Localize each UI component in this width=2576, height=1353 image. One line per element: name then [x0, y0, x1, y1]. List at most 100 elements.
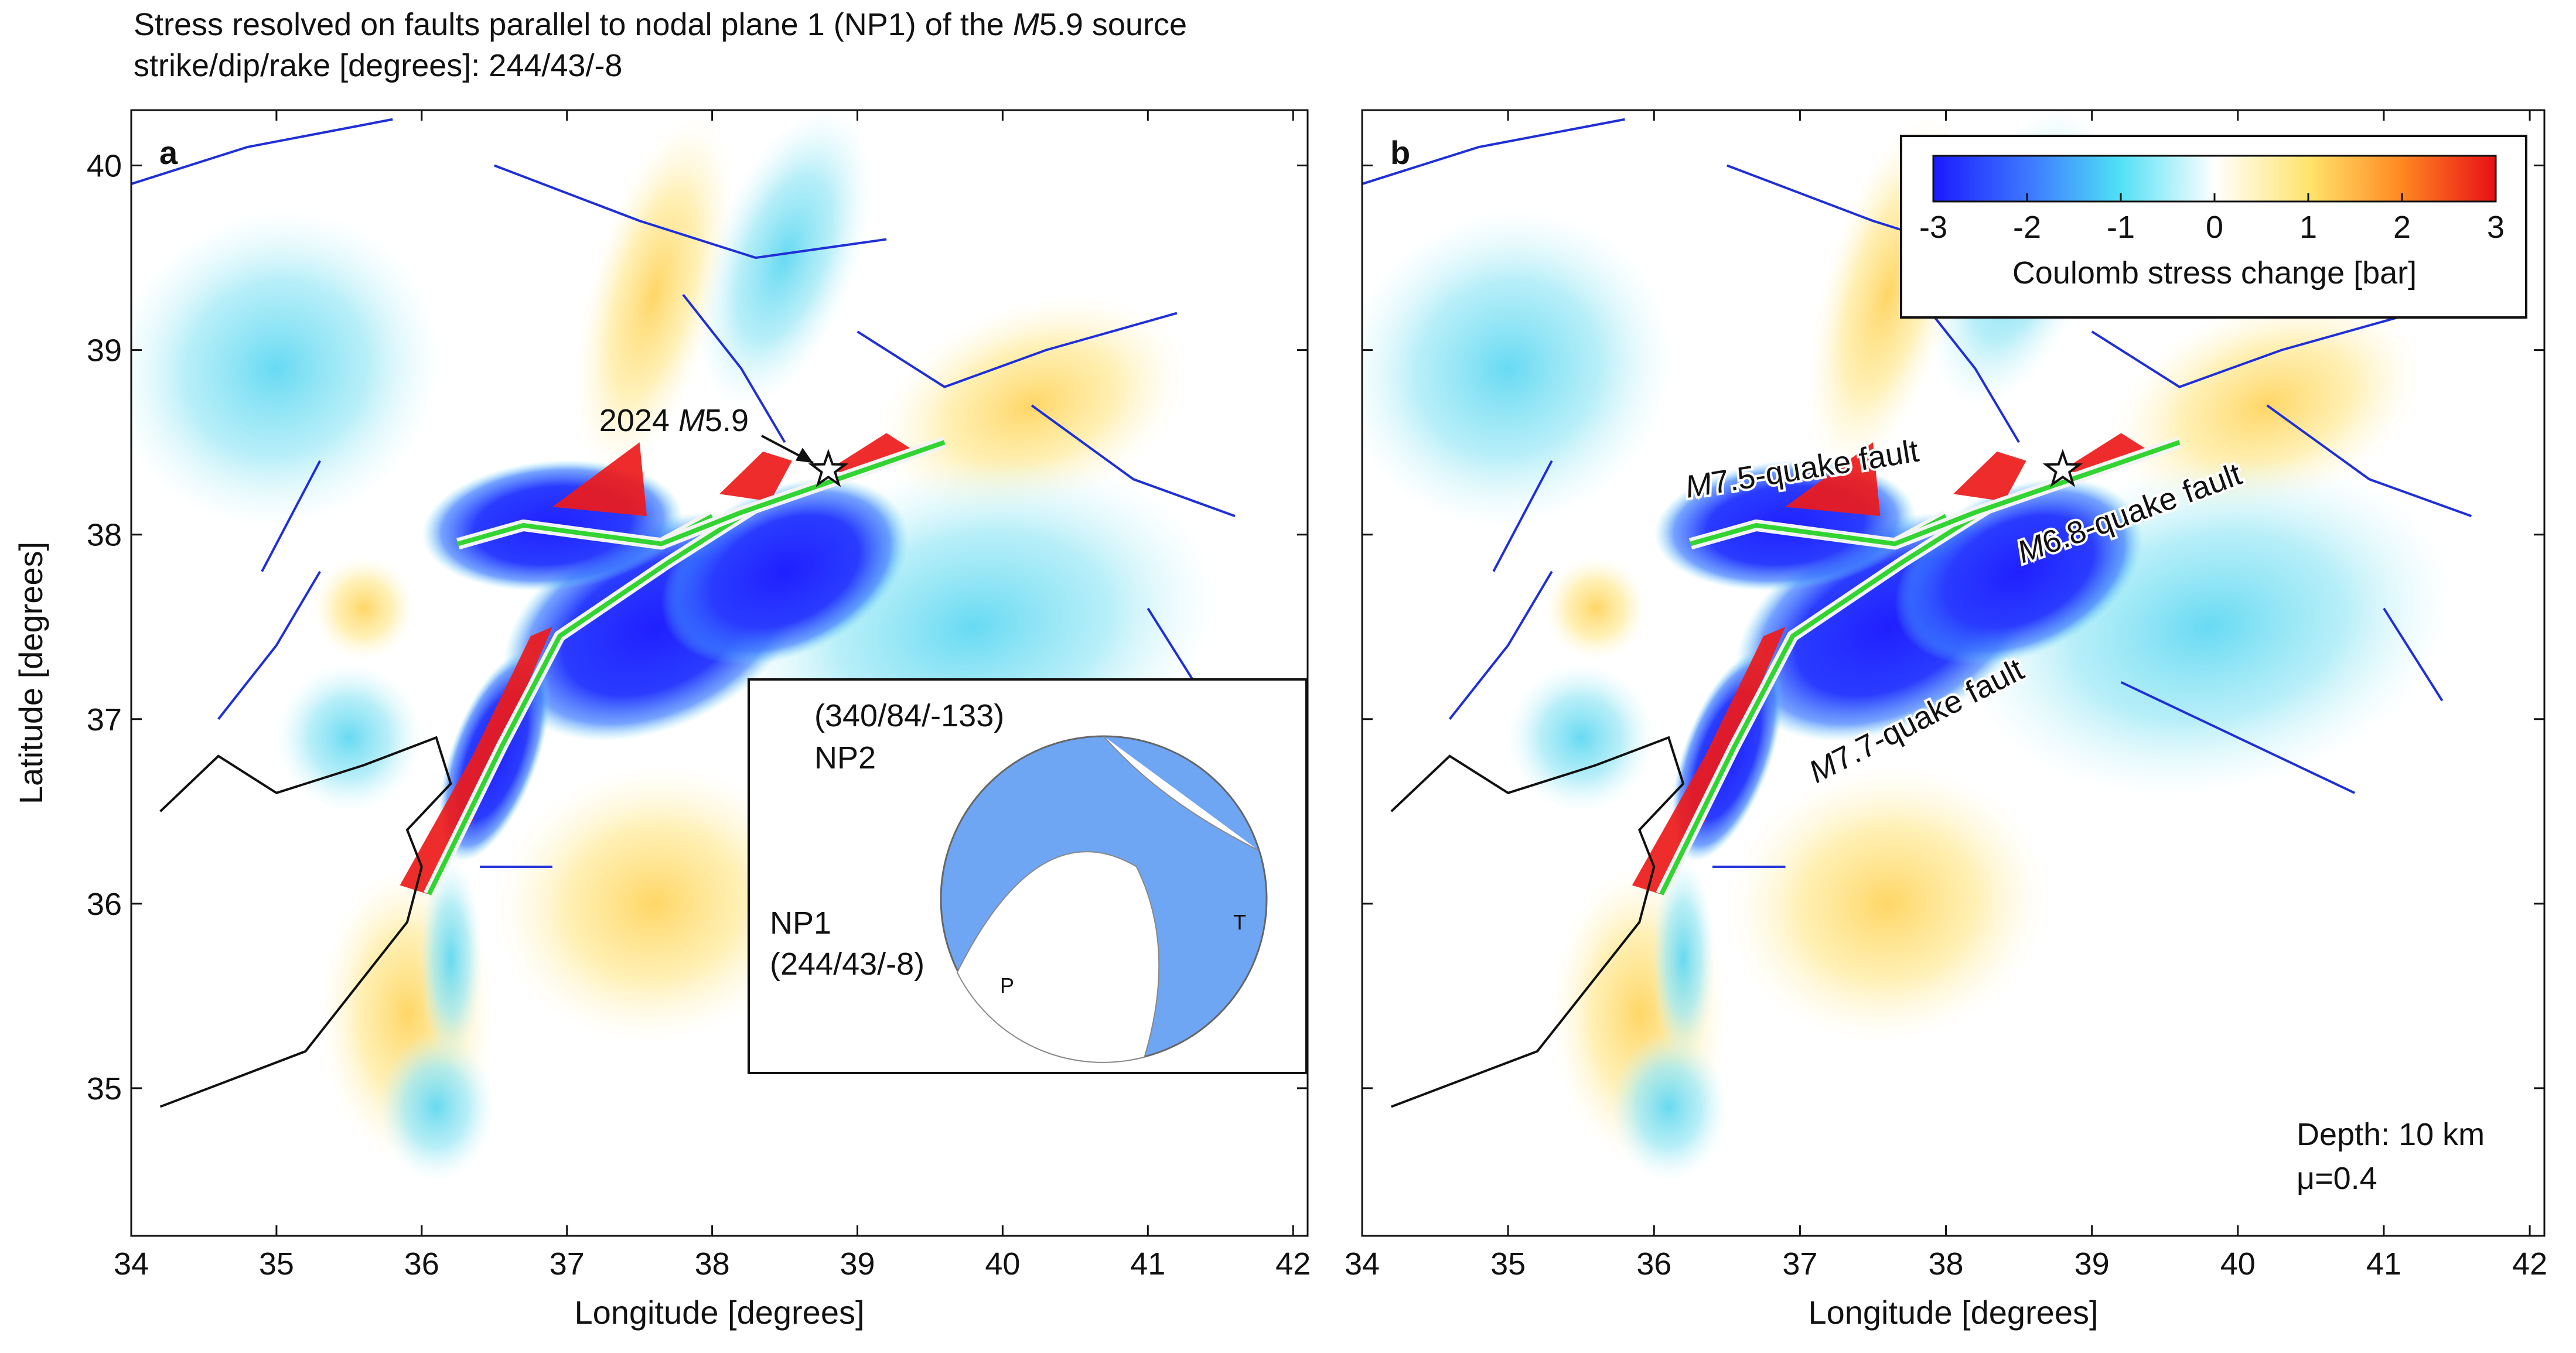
plot-frame: [130, 109, 1309, 1237]
y-tick-label: 40: [87, 149, 122, 184]
coastline: [1390, 736, 1685, 1108]
stress-lobe: [494, 764, 814, 1043]
mapped-fault: [217, 570, 321, 720]
stress-lobe: [1508, 664, 1654, 812]
colorbar-tick-label: -3: [1919, 210, 1947, 245]
mapped-fault: [261, 460, 322, 572]
x-axis-label: Longitude [degrees]: [1808, 1294, 2098, 1331]
mapped-fault: [2383, 607, 2444, 702]
stress-lobe: [378, 1033, 494, 1181]
figure-title-line1: Stress resolved on faults parallel to no…: [134, 7, 1187, 42]
x-tick-label: 36: [404, 1246, 439, 1282]
colorbar-tick-label: 3: [2487, 210, 2505, 245]
mapped-fault: [2091, 312, 2414, 388]
colorbar-label: Coulomb stress change [bar]: [2012, 255, 2417, 291]
mapped-fault: [1492, 460, 1553, 572]
stress-lobe: [1544, 556, 1647, 660]
mapped-fault: [1031, 404, 1236, 518]
stress-positive-patch: [1632, 627, 1786, 895]
source-fault-trace: [427, 505, 758, 896]
x-tick-label: 39: [840, 1246, 875, 1282]
p-axis-label: P: [1000, 973, 1014, 997]
colorbar-tick-label: 2: [2393, 210, 2411, 245]
epicenter-label: 2024 M5.9: [599, 403, 749, 438]
stress-positive-patch: [552, 442, 647, 517]
y-tick-label: 36: [87, 887, 122, 922]
stress-lobe: [575, 115, 733, 474]
friction-label: μ=0.4: [2297, 1161, 2377, 1196]
x-tick-label: 34: [114, 1246, 149, 1282]
mapped-fault: [1448, 570, 1553, 720]
source-fault-trace: [660, 440, 946, 546]
mapped-fault: [682, 293, 786, 443]
panel-label-a: a: [159, 134, 178, 171]
stress-positive-patch: [719, 451, 792, 501]
stress-lobe: [1610, 1033, 1727, 1181]
x-tick-label: 37: [550, 1246, 585, 1282]
x-tick-label: 39: [2075, 1246, 2110, 1282]
np2-label: NP2: [814, 740, 876, 775]
stress-lobe: [1362, 209, 1674, 528]
y-tick-label: 39: [87, 333, 122, 368]
x-axis-label: Longitude [degrees]: [574, 1294, 864, 1331]
x-tick-label: 34: [1345, 1246, 1380, 1282]
x-tick-label: 38: [695, 1246, 730, 1282]
source-fault-trace: [1659, 505, 1991, 896]
depth-label: Depth: 10 km: [2297, 1117, 2485, 1152]
epicenter-star-icon: [808, 449, 849, 487]
x-tick-label: 35: [259, 1246, 294, 1282]
colorbar-tick-label: -1: [2107, 210, 2135, 245]
x-tick-label: 41: [1130, 1246, 1165, 1282]
stress-positive-patch: [1953, 451, 2026, 501]
x-tick-label: 37: [1782, 1246, 1817, 1282]
epicenter-arrowhead: [795, 447, 813, 463]
coastline: [159, 736, 452, 1108]
y-axis-label: Latitude [degrees]: [12, 542, 49, 804]
colorbar-tick-label: 1: [2299, 210, 2317, 245]
beachball-icon: [940, 735, 1268, 1063]
mapped-fault: [857, 312, 1178, 388]
y-tick-label: 37: [87, 702, 122, 737]
x-tick-label: 40: [985, 1246, 1020, 1282]
y-tick-label: 38: [87, 518, 122, 553]
x-tick-label: 38: [1929, 1246, 1964, 1282]
beachball-dilatational: [956, 851, 1160, 1063]
mapped-fault: [2266, 404, 2472, 518]
stress-lobe: [312, 556, 415, 660]
stress-positive-patch: [400, 627, 552, 895]
x-tick-label: 35: [1490, 1246, 1526, 1282]
x-tick-label: 36: [1636, 1246, 1671, 1282]
t-axis-label: T: [1233, 910, 1246, 934]
stress-lobe: [418, 857, 483, 1061]
stress-positive-patch: [1785, 442, 1881, 517]
np1-label: NP1: [770, 906, 831, 941]
source-fault-trace: [1893, 440, 2181, 546]
mapped-fault: [2120, 681, 2355, 794]
stress-positive-patch: [2062, 433, 2151, 476]
x-tick-label: 41: [2366, 1246, 2401, 1282]
stress-positive-patch: [828, 433, 916, 476]
panel-label-b: b: [1390, 134, 1410, 171]
colorbar-tick-label: 0: [2206, 210, 2223, 245]
stress-lobe: [698, 110, 872, 408]
mapped-fault: [494, 164, 887, 259]
stress-lobe: [1727, 764, 2048, 1043]
mapped-fault: [131, 118, 393, 185]
np1-values-label: (244/43/-8): [770, 947, 924, 982]
colorbar-tick-label: -2: [2013, 210, 2041, 245]
figure-title-line2: strike/dip/rake [degrees]: 244/43/-8: [134, 48, 623, 83]
np2-values-label: (340/84/-133): [814, 698, 1004, 733]
epicenter-star-icon: [2042, 449, 2083, 487]
stress-lobe: [131, 209, 441, 528]
stress-lobe: [1651, 857, 1715, 1061]
x-tick-label: 40: [2220, 1246, 2256, 1282]
panel-a: 34 35 36 37 38 39 40 41 42 35 36 37 38 39 40 Longitude …: [12, 109, 1311, 1331]
plot-frame: [1361, 109, 2546, 1237]
mapped-fault: [1362, 118, 1625, 185]
x-tick-label: 42: [1275, 1246, 1311, 1282]
y-tick-label: 35: [87, 1071, 122, 1106]
mapped-fault: [1916, 293, 2020, 443]
stress-lobe: [276, 664, 422, 812]
x-tick-label: 42: [2512, 1246, 2547, 1282]
